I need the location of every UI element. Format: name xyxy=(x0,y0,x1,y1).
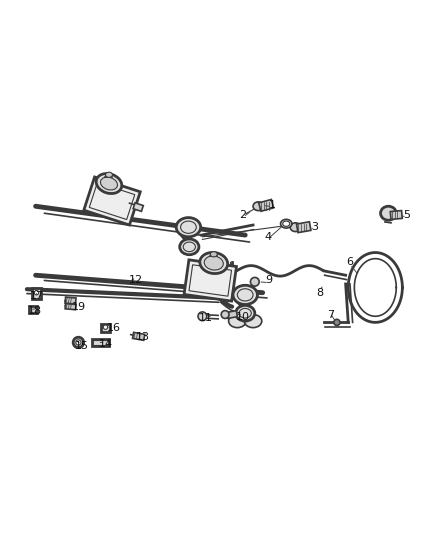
Ellipse shape xyxy=(198,312,207,321)
Ellipse shape xyxy=(229,314,246,328)
Ellipse shape xyxy=(221,311,229,318)
Bar xyxy=(184,260,237,301)
Text: 7: 7 xyxy=(327,310,334,320)
Bar xyxy=(189,265,232,296)
Bar xyxy=(390,211,402,220)
Ellipse shape xyxy=(334,319,340,326)
Text: 14: 14 xyxy=(99,339,113,349)
Ellipse shape xyxy=(180,239,199,255)
Bar xyxy=(65,304,76,310)
Text: 3: 3 xyxy=(311,222,318,232)
Bar xyxy=(92,339,109,346)
Ellipse shape xyxy=(106,172,113,177)
Text: 16: 16 xyxy=(106,322,120,333)
Text: 12: 12 xyxy=(129,274,143,285)
Ellipse shape xyxy=(233,285,258,304)
Text: 17: 17 xyxy=(29,291,43,301)
Text: 15: 15 xyxy=(74,341,88,351)
Ellipse shape xyxy=(251,277,259,286)
Ellipse shape xyxy=(34,290,39,295)
Ellipse shape xyxy=(236,305,255,321)
Bar xyxy=(84,177,140,225)
Text: 8: 8 xyxy=(316,288,323,298)
Ellipse shape xyxy=(210,252,217,257)
Ellipse shape xyxy=(253,202,264,211)
Ellipse shape xyxy=(244,314,262,328)
Ellipse shape xyxy=(76,340,81,345)
Ellipse shape xyxy=(73,337,84,348)
Ellipse shape xyxy=(100,177,117,190)
Bar xyxy=(92,340,108,345)
Text: 10: 10 xyxy=(236,312,250,322)
Ellipse shape xyxy=(283,221,290,227)
Text: 19: 19 xyxy=(71,302,85,312)
Bar xyxy=(227,311,237,318)
Text: 4: 4 xyxy=(265,232,272,242)
Ellipse shape xyxy=(290,223,300,231)
Bar xyxy=(297,222,311,232)
Ellipse shape xyxy=(96,174,122,193)
Bar xyxy=(101,324,110,332)
Bar xyxy=(133,333,145,341)
Ellipse shape xyxy=(281,220,292,228)
Ellipse shape xyxy=(381,206,396,220)
Text: 2: 2 xyxy=(240,210,247,220)
Ellipse shape xyxy=(204,256,223,270)
Text: 1: 1 xyxy=(269,199,276,209)
Bar xyxy=(28,306,37,313)
Text: 11: 11 xyxy=(199,313,213,323)
Ellipse shape xyxy=(103,325,108,329)
Text: 13: 13 xyxy=(136,332,150,342)
Bar xyxy=(133,203,143,212)
Bar xyxy=(259,199,274,211)
Ellipse shape xyxy=(200,253,228,273)
Text: 5: 5 xyxy=(403,210,410,220)
Bar xyxy=(32,288,41,299)
Text: 9: 9 xyxy=(266,276,273,286)
Ellipse shape xyxy=(176,217,201,237)
Bar xyxy=(89,182,135,220)
Bar xyxy=(65,297,76,304)
Text: 18: 18 xyxy=(28,306,42,316)
Text: 6: 6 xyxy=(346,257,353,267)
